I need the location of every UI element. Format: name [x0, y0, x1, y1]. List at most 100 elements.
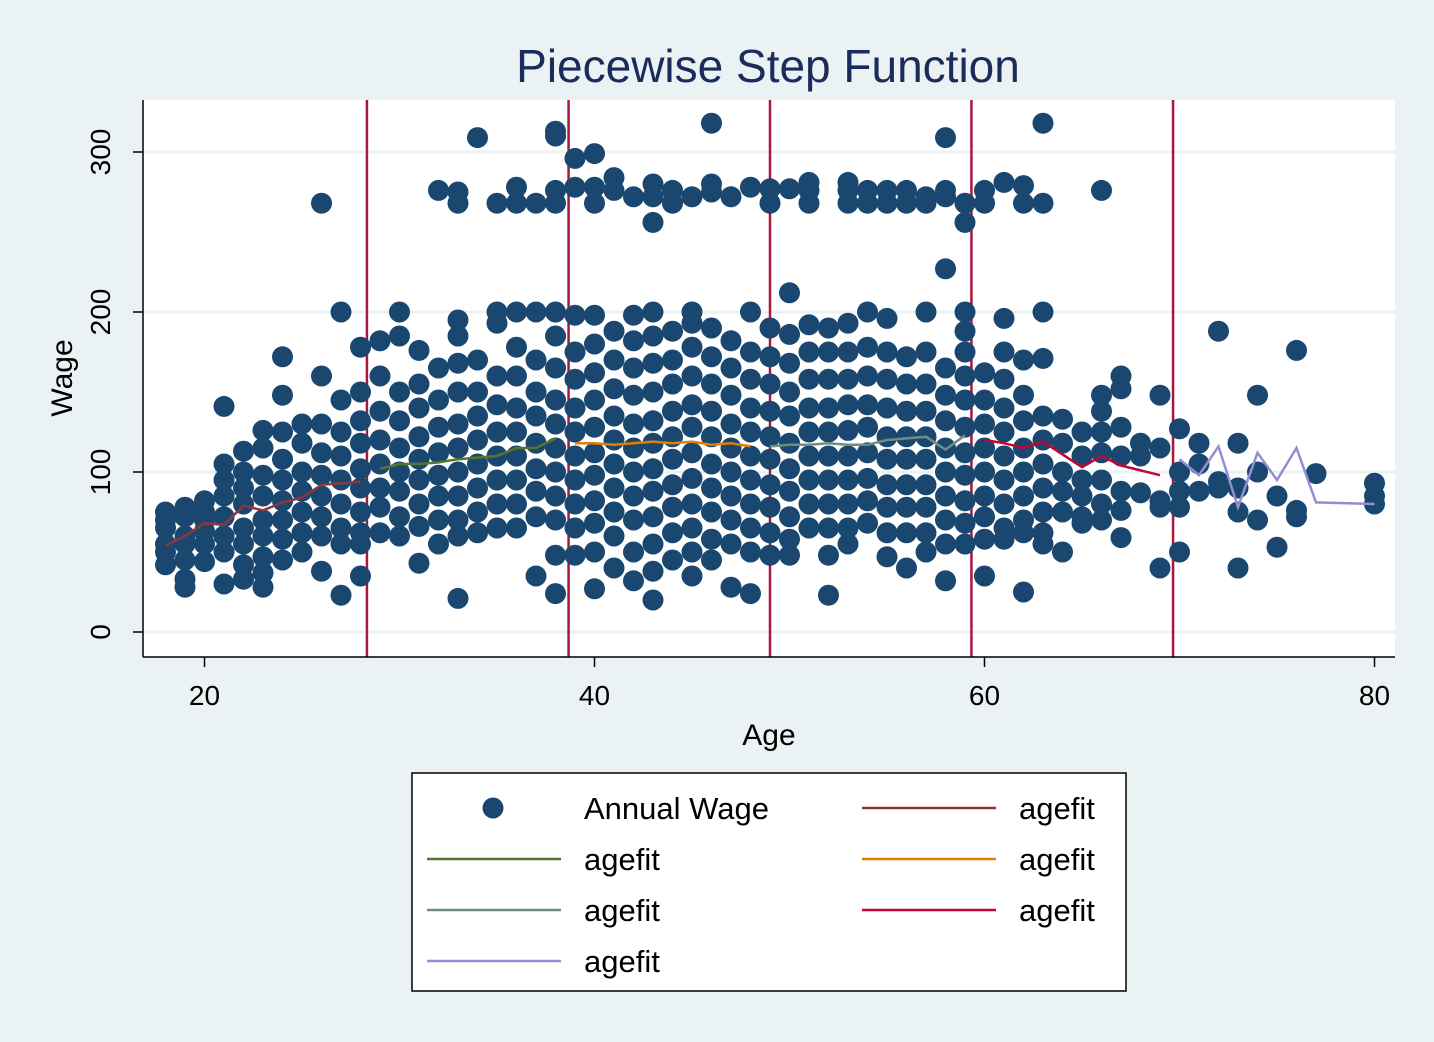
scatter-point: [194, 533, 215, 555]
scatter-point: [818, 493, 839, 515]
scatter-point: [252, 485, 274, 507]
scatter-point: [350, 533, 371, 555]
scatter-point: [291, 461, 313, 483]
scatter-point: [720, 413, 742, 435]
scatter-point: [1032, 301, 1054, 323]
scatter-point: [467, 127, 488, 149]
scatter-point: [584, 442, 605, 464]
scatter-point: [720, 576, 742, 598]
scatter-point: [740, 176, 761, 198]
scatter-point: [447, 381, 469, 403]
scatter-point: [564, 493, 586, 515]
scatter-point: [642, 533, 664, 555]
scatter-point: [1052, 541, 1073, 563]
scatter-point: [213, 453, 235, 475]
scatter-point: [506, 397, 527, 419]
scatter-point: [389, 325, 410, 347]
scatter-point: [662, 400, 683, 422]
scatter-point: [564, 421, 586, 443]
scatter-point: [447, 525, 469, 547]
scatter-point: [428, 464, 449, 486]
scatter-point: [350, 501, 371, 523]
scatter-point: [545, 357, 566, 379]
scatter-point: [369, 453, 391, 475]
scatter-point: [876, 522, 898, 544]
scatter-point: [954, 320, 976, 342]
scatter-point: [408, 339, 430, 361]
scatter-point: [506, 517, 527, 539]
scatter-point: [1013, 485, 1034, 507]
scatter-point: [759, 178, 781, 200]
scatter-point: [525, 405, 547, 427]
scatter-point: [935, 357, 956, 379]
legend-label: agefit: [584, 842, 660, 877]
scatter-point: [330, 493, 352, 515]
scatter-point: [545, 544, 566, 566]
scatter-point: [213, 573, 235, 595]
scatter-point: [720, 357, 742, 379]
scatter-point: [272, 549, 293, 571]
scatter-point: [1305, 463, 1327, 485]
scatter-point: [428, 509, 449, 531]
scatter-point: [896, 557, 917, 579]
scatter-point: [1091, 400, 1112, 422]
scatter-point: [818, 445, 839, 467]
scatter-point: [564, 341, 586, 363]
scatter-point: [369, 522, 391, 544]
scatter-point: [1169, 418, 1190, 440]
scatter-point: [389, 525, 410, 547]
scatter-point: [1013, 522, 1034, 544]
scatter-point: [506, 336, 527, 358]
scatter-point: [837, 469, 859, 491]
legend-box: [411, 772, 1127, 992]
scatter-point: [954, 416, 976, 438]
scatter-point: [837, 312, 859, 334]
scatter-point: [623, 461, 644, 483]
scatter-point: [350, 381, 371, 403]
scatter-point: [759, 400, 781, 422]
scatter-point: [740, 368, 761, 390]
scatter-point: [1032, 533, 1054, 555]
scatter-point: [447, 352, 469, 374]
scatter-point: [798, 493, 820, 515]
x-tick-label: 40: [579, 680, 610, 711]
scatter-point: [720, 485, 742, 507]
scatter-point: [915, 400, 937, 422]
legend-items: Annual Wage agefit agefit agefit agefit agefi…: [427, 791, 1095, 979]
scatter-point: [1247, 384, 1268, 406]
scatter-point: [1149, 496, 1171, 518]
scatter-point: [954, 211, 976, 233]
scatter-point: [642, 458, 664, 480]
scatter-point: [935, 437, 956, 459]
scatter-point: [896, 346, 917, 368]
scatter-point: [896, 474, 917, 496]
scatter-point: [545, 485, 566, 507]
scatter-point: [915, 496, 937, 518]
scatter-point: [213, 485, 235, 507]
scatter-point: [779, 506, 800, 528]
scatter-point: [740, 341, 761, 363]
scatter-point: [837, 419, 859, 441]
scatter-point: [564, 368, 586, 390]
scatter-point: [681, 394, 703, 416]
scatter-point: [896, 192, 917, 214]
scatter-point: [623, 384, 644, 406]
scatter-point: [467, 405, 488, 427]
scatter-point: [974, 362, 995, 384]
scatter-point: [876, 546, 898, 568]
scatter-point: [311, 485, 332, 507]
scatter-point: [584, 333, 605, 355]
fit-line: [1178, 443, 1375, 512]
scatter-point: [428, 179, 449, 201]
scatter-point: [993, 307, 1015, 329]
scatter-point: [818, 397, 839, 419]
scatter-point: [798, 397, 820, 419]
scatter-point: [798, 368, 820, 390]
scatter-point: [935, 509, 956, 531]
scatter-point: [681, 336, 703, 358]
scatter-point: [876, 426, 898, 448]
scatter-point: [857, 490, 878, 512]
scatter-point: [350, 410, 371, 432]
scatter-point: [1247, 509, 1268, 531]
legend-label: agefit: [584, 944, 660, 979]
